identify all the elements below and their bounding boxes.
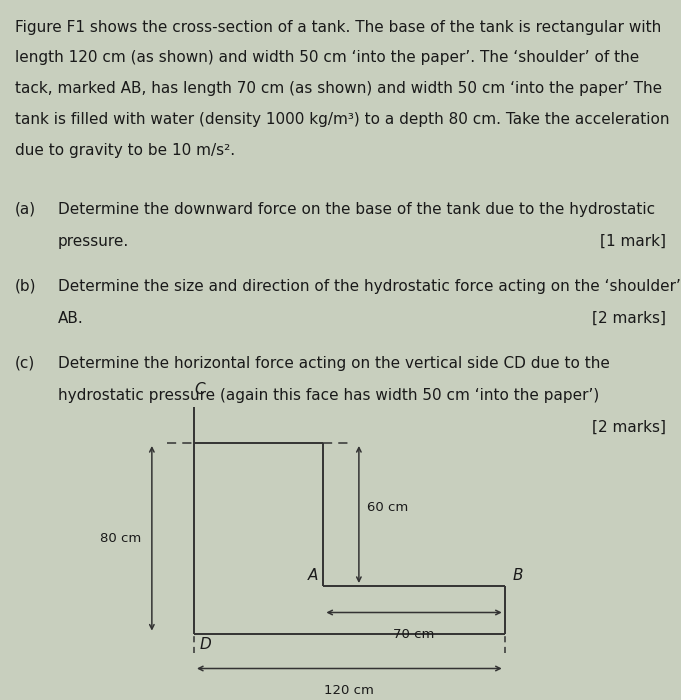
Text: Determine the horizontal force acting on the vertical side CD due to the: Determine the horizontal force acting on… (58, 356, 609, 370)
Text: Figure F1 shows the cross-section of a tank. The base of the tank is rectangular: Figure F1 shows the cross-section of a t… (15, 20, 661, 34)
Text: [2 marks]: [2 marks] (592, 420, 666, 435)
Text: 70 cm: 70 cm (394, 628, 434, 641)
Text: D: D (200, 637, 211, 652)
Text: (a): (a) (15, 202, 36, 216)
Text: hydrostatic pressure (again this face has width 50 cm ‘into the paper’): hydrostatic pressure (again this face ha… (58, 388, 599, 402)
Text: C: C (194, 382, 205, 397)
Text: pressure.: pressure. (58, 234, 129, 248)
Text: (b): (b) (15, 279, 37, 293)
Text: [2 marks]: [2 marks] (592, 311, 666, 326)
Text: (c): (c) (15, 356, 35, 370)
Text: B: B (513, 568, 523, 583)
Text: Determine the size and direction of the hydrostatic force acting on the ‘shoulde: Determine the size and direction of the … (58, 279, 681, 293)
Text: length 120 cm (as shown) and width 50 cm ‘into the paper’. The ‘shoulder’ of the: length 120 cm (as shown) and width 50 cm… (15, 50, 639, 65)
Text: tank is filled with water (density 1000 kg/m³) to a depth 80 cm. Take the accele: tank is filled with water (density 1000 … (15, 112, 669, 127)
Text: 80 cm: 80 cm (100, 532, 142, 545)
Text: AB.: AB. (58, 311, 84, 326)
Text: Determine the downward force on the base of the tank due to the hydrostatic: Determine the downward force on the base… (58, 202, 655, 216)
Text: 60 cm: 60 cm (367, 501, 409, 514)
Text: due to gravity to be 10 m/s².: due to gravity to be 10 m/s². (15, 143, 235, 158)
Text: 120 cm: 120 cm (324, 684, 375, 697)
Text: tack, marked AB, has length 70 cm (as shown) and width 50 cm ‘into the paper’ Th: tack, marked AB, has length 70 cm (as sh… (15, 81, 662, 96)
Text: [1 mark]: [1 mark] (600, 234, 666, 248)
Text: A: A (308, 568, 318, 583)
